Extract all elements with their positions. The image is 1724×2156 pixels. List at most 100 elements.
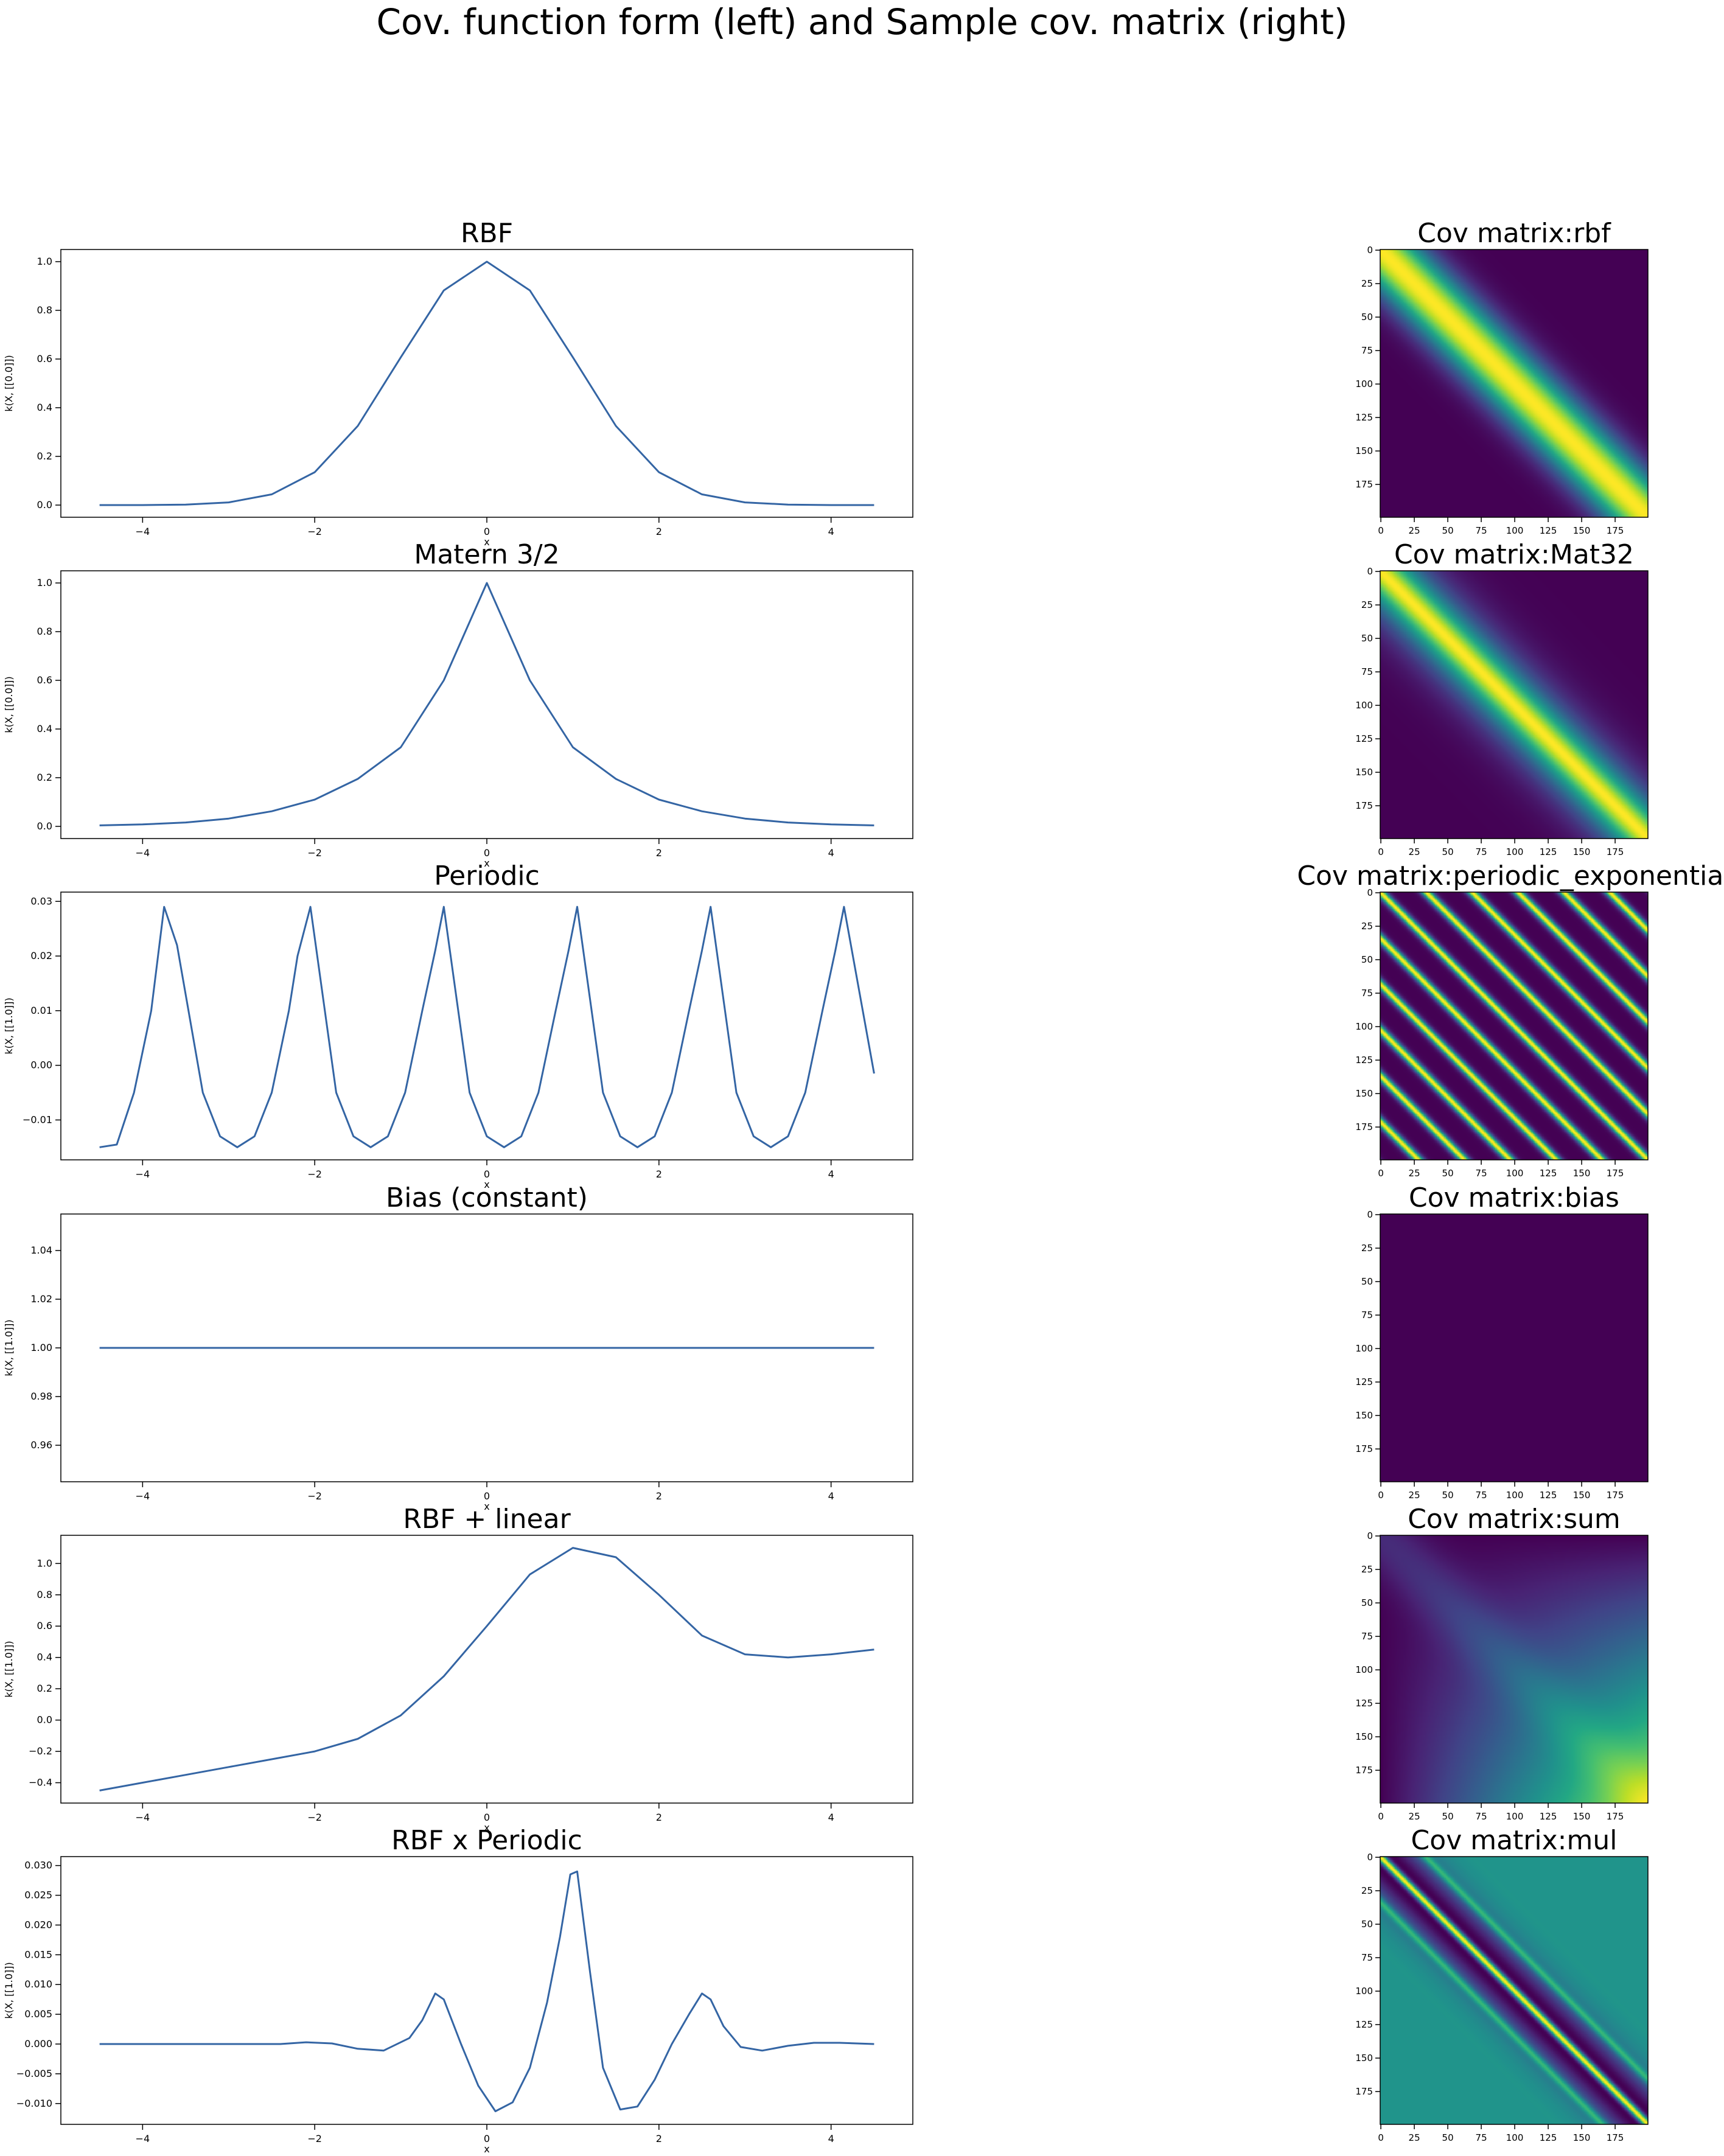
x-tick-label: 75 [1476,525,1487,536]
y-tick-label: 0.01 [30,1005,52,1016]
x-tick-label: 0 [484,847,490,859]
y-tick-label: 50 [1361,633,1373,644]
y-tick-label: 0.00 [30,1059,52,1071]
y-tick-label: −0.010 [16,2098,52,2109]
y-tick-label: 150 [1355,1410,1373,1421]
heatmap-frame [1380,249,1649,518]
y-tick-label: 0.030 [24,1860,52,1871]
chart-title: Bias (constant) [386,1182,588,1213]
chart-title: Cov matrix:periodic_exponential [1297,860,1724,891]
line-chart-1: RBF −4 −2 0 2 4 0.0 0.2 0.4 0.6 0.8 1.0 x k(X, [[0.0]… [3,218,913,548]
y-tick-label: 25 [1361,1243,1373,1254]
plot-frame [60,1535,913,1804]
x-tick-label: 25 [1409,525,1420,536]
x-axis-label: x [484,857,489,869]
x-tick-label: 150 [1573,1168,1591,1179]
y-tick-label: 0.98 [30,1390,52,1402]
x-tick-label: 75 [1476,1490,1487,1501]
y-tick-label: 0.6 [37,353,52,365]
x-tick-label: −4 [136,526,150,537]
y-tick-label: 0.0 [37,499,52,511]
y-tick-label: 0.010 [24,1978,52,1990]
x-tick-label: 2 [656,2133,662,2144]
x-tick-label: 125 [1540,1811,1557,1822]
x-tick-label: 4 [828,2133,834,2144]
y-tick-label: 150 [1355,445,1373,456]
y-tick-label: 100 [1355,1664,1373,1675]
y-tick-label: 25 [1361,921,1373,932]
x-tick-label: −2 [307,526,322,537]
x-tick-label: 50 [1442,525,1454,536]
series-line [99,1870,874,2112]
y-axis-label: k(X, [[0.0]]) [3,355,15,411]
x-tick-label: 175 [1607,846,1624,857]
heatmap-frame [1380,891,1649,1160]
y-tick-label: 100 [1355,1021,1373,1032]
x-tick-label: 175 [1607,1811,1624,1822]
chart-title: Periodic [434,860,540,891]
heatmap-chart-5: Cov matrix:sum 0 0 25 25 50 50 75 75 100 100 125 125… [1355,1504,1649,1822]
y-tick-label: 0.2 [37,1683,52,1694]
y-tick-label: 50 [1361,1919,1373,1930]
x-tick-label: 0 [1378,1490,1384,1501]
x-axis-label: x [484,2143,489,2155]
plot-frame [60,891,913,1160]
x-tick-label: 175 [1607,2132,1624,2143]
chart-title: Matern 3/2 [414,539,559,570]
y-axis-label: k(X, [[1.0]]) [3,1319,15,1376]
y-tick-label: 175 [1355,1765,1373,1776]
x-tick-label: 100 [1506,525,1524,536]
x-tick-label: −4 [136,1490,150,1502]
y-axis-label: k(X, [[1.0]]) [3,1641,15,1697]
x-tick-label: 150 [1573,2132,1591,2143]
y-tick-label: 25 [1361,599,1373,610]
heatmap-chart-2: Cov matrix:Mat32 0 0 25 25 50 50 75 75 100 100 125 1… [1355,539,1649,857]
y-tick-label: 0.8 [37,1589,52,1600]
heatmap-image [1380,892,1648,1160]
y-tick-label: 1.02 [30,1293,52,1305]
y-tick-label: 100 [1355,1343,1373,1354]
heatmap-image [1380,249,1648,517]
y-tick-label: 100 [1355,1986,1373,1997]
x-tick-label: −2 [307,847,322,859]
y-tick-label: 125 [1355,1376,1373,1387]
y-tick-label: 0 [1367,566,1373,577]
y-tick-label: 1.0 [37,577,52,588]
y-tick-label: 50 [1361,1276,1373,1287]
series-line [99,1547,874,1791]
y-axis-label: k(X, [[1.0]]) [3,1962,15,2018]
y-axis-label: k(X, [[0.0]]) [3,676,15,733]
x-tick-label: 75 [1476,2132,1487,2143]
y-tick-label: 125 [1355,1698,1373,1709]
series-line [99,905,875,1148]
figure-suptitle: Cov. function form (left) and Sample cov… [376,1,1348,43]
line-chart-2: Matern 3/2 −4 −2 0 2 4 0.0 0.2 0.4 0.6 0.8 1.0 x k(X,… [3,539,913,869]
x-tick-label: 25 [1409,1168,1420,1179]
chart-title: RBF + linear [403,1504,571,1535]
y-tick-label: −0.4 [29,1777,52,1788]
y-tick-label: 0.4 [37,402,52,413]
x-tick-label: 75 [1476,1168,1487,1179]
plot-frame [60,249,913,518]
x-tick-label: 100 [1506,1490,1524,1501]
heatmap-frame [1380,1535,1649,1804]
y-tick-label: 1.0 [37,1557,52,1569]
chart-title: RBF x Periodic [391,1825,582,1856]
y-tick-label: 0.0 [37,1714,52,1726]
y-tick-label: 25 [1361,1885,1373,1896]
y-tick-label: 75 [1361,1310,1373,1320]
y-tick-label: 0.8 [37,304,52,316]
x-tick-label: 125 [1540,1490,1557,1501]
y-tick-label: 0 [1367,1852,1373,1863]
y-tick-label: −0.01 [23,1114,52,1125]
x-tick-label: 150 [1573,525,1591,536]
x-tick-label: −2 [307,1490,322,1502]
y-tick-label: 0.02 [30,950,52,961]
y-tick-label: 0.8 [37,626,52,637]
y-tick-label: 0.015 [24,1948,52,1960]
y-tick-label: 125 [1355,412,1373,423]
x-tick-label: 4 [828,526,834,537]
chart-title: Cov matrix:bias [1409,1182,1619,1213]
